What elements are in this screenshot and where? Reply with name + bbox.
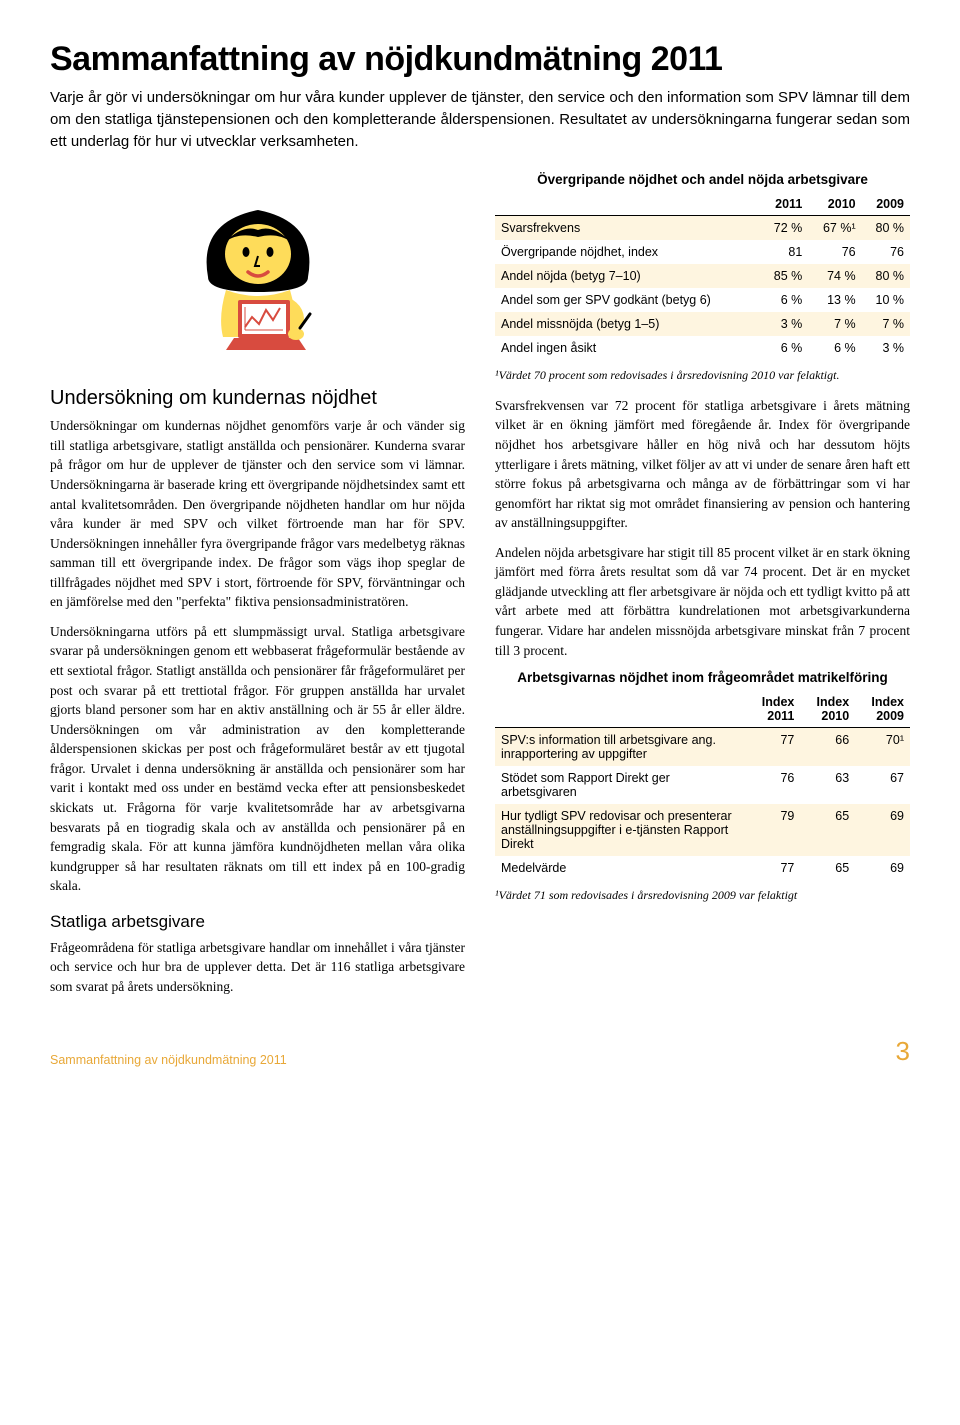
table-row: Hur tydligt SPV redovisar och presentera…	[495, 804, 910, 856]
table1-footnote: ¹Värdet 70 procent som redovisades i års…	[495, 368, 910, 384]
table-cell: Stödet som Rapport Direkt ger arbetsgiva…	[495, 766, 746, 804]
footer-title: Sammanfattning av nöjdkundmätning 2011	[50, 1053, 287, 1067]
table-cell: 69	[855, 856, 910, 880]
table-cell: Andel ingen åsikt	[495, 336, 760, 360]
table-row: Andel ingen åsikt6 %6 %3 %	[495, 336, 910, 360]
body-paragraph: Frågeområdena för statliga arbetsgivare …	[50, 938, 465, 997]
body-paragraph: Undersökningarna utförs på ett slumpmäss…	[50, 622, 465, 896]
table1-title: Övergripande nöjdhet och andel nöjda arb…	[495, 172, 910, 187]
table-cell: 77	[746, 856, 801, 880]
table-overall-satisfaction: 2011 2010 2009 Svarsfrekvens72 %67 %¹80 …	[495, 193, 910, 360]
page-title: Sammanfattning av nöjdkundmätning 2011	[50, 40, 910, 79]
subsection-heading-employers: Statliga arbetsgivare	[50, 912, 465, 932]
table-header	[495, 193, 760, 216]
table-cell: 81	[760, 240, 808, 264]
table-row: Andel missnöjda (betyg 1–5)3 %7 %7 %	[495, 312, 910, 336]
table-cell: 77	[746, 728, 801, 767]
table-cell: 69	[855, 804, 910, 856]
table2-title: Arbetsgivarnas nöjdhet inom frågeområdet…	[495, 670, 910, 685]
section-heading-survey: Undersökning om kundernas nöjdhet	[50, 387, 465, 410]
table-cell: 13 %	[808, 288, 861, 312]
table-cell: 72 %	[760, 216, 808, 241]
table-cell: 3 %	[862, 336, 910, 360]
left-column: Undersökning om kundernas nöjdhet Unders…	[50, 172, 465, 1006]
table-row: Andel som ger SPV godkänt (betyg 6)6 %13…	[495, 288, 910, 312]
table-cell: 65	[800, 804, 855, 856]
table-cell: 10 %	[862, 288, 910, 312]
illustration-woman-laptop-icon	[50, 182, 465, 362]
table-cell: 76	[808, 240, 861, 264]
page-number: 3	[896, 1036, 910, 1067]
body-paragraph: Undersökningar om kundernas nöjdhet geno…	[50, 416, 465, 612]
table-row: Medelvärde776569	[495, 856, 910, 880]
table-cell: Andel nöjda (betyg 7–10)	[495, 264, 760, 288]
table-cell: 80 %	[862, 264, 910, 288]
table-row: Stödet som Rapport Direkt ger arbetsgiva…	[495, 766, 910, 804]
table-cell: Andel missnöjda (betyg 1–5)	[495, 312, 760, 336]
table-row: SPV:s information till arbetsgivare ang.…	[495, 728, 910, 767]
table-cell: 66	[800, 728, 855, 767]
table-cell: 70¹	[855, 728, 910, 767]
table-cell: 79	[746, 804, 801, 856]
table-cell: 7 %	[808, 312, 861, 336]
table-cell: 76	[746, 766, 801, 804]
table-cell: 80 %	[862, 216, 910, 241]
table-cell: 6 %	[760, 288, 808, 312]
table-cell: Övergripande nöjdhet, index	[495, 240, 760, 264]
table-header: Index 2009	[855, 691, 910, 728]
table-header: 2009	[862, 193, 910, 216]
table-cell: 74 %	[808, 264, 861, 288]
table-header: Index 2010	[800, 691, 855, 728]
table-row: Svarsfrekvens72 %67 %¹80 %	[495, 216, 910, 241]
body-paragraph: Svarsfrekvensen var 72 procent för statl…	[495, 396, 910, 533]
table-cell: 67 %¹	[808, 216, 861, 241]
table-cell: Hur tydligt SPV redovisar och presentera…	[495, 804, 746, 856]
table-cell: 76	[862, 240, 910, 264]
table-cell: Medelvärde	[495, 856, 746, 880]
page-footer: Sammanfattning av nöjdkundmätning 2011 3	[50, 1036, 910, 1067]
table-cell: 6 %	[808, 336, 861, 360]
table-cell: 7 %	[862, 312, 910, 336]
table2-footnote: ¹Värdet 71 som redovisades i årsredovisn…	[495, 888, 910, 904]
table-cell: Svarsfrekvens	[495, 216, 760, 241]
table-header	[495, 691, 746, 728]
table-header: 2010	[808, 193, 861, 216]
body-paragraph: Andelen nöjda arbetsgivare har stigit ti…	[495, 543, 910, 660]
table-cell: 65	[800, 856, 855, 880]
table-cell: 67	[855, 766, 910, 804]
table-cell: 6 %	[760, 336, 808, 360]
table-header: 2011	[760, 193, 808, 216]
table-matrikel: Index 2011 Index 2010 Index 2009 SPV:s i…	[495, 691, 910, 880]
table-cell: 3 %	[760, 312, 808, 336]
table-cell: Andel som ger SPV godkänt (betyg 6)	[495, 288, 760, 312]
table-header: Index 2011	[746, 691, 801, 728]
intro-paragraph: Varje år gör vi undersökningar om hur vå…	[50, 87, 910, 152]
table-row: Andel nöjda (betyg 7–10)85 %74 %80 %	[495, 264, 910, 288]
table-cell: SPV:s information till arbetsgivare ang.…	[495, 728, 746, 767]
right-column: Övergripande nöjdhet och andel nöjda arb…	[495, 172, 910, 1006]
table-cell: 63	[800, 766, 855, 804]
table-cell: 85 %	[760, 264, 808, 288]
two-column-layout: Undersökning om kundernas nöjdhet Unders…	[50, 172, 910, 1006]
table-row: Övergripande nöjdhet, index817676	[495, 240, 910, 264]
